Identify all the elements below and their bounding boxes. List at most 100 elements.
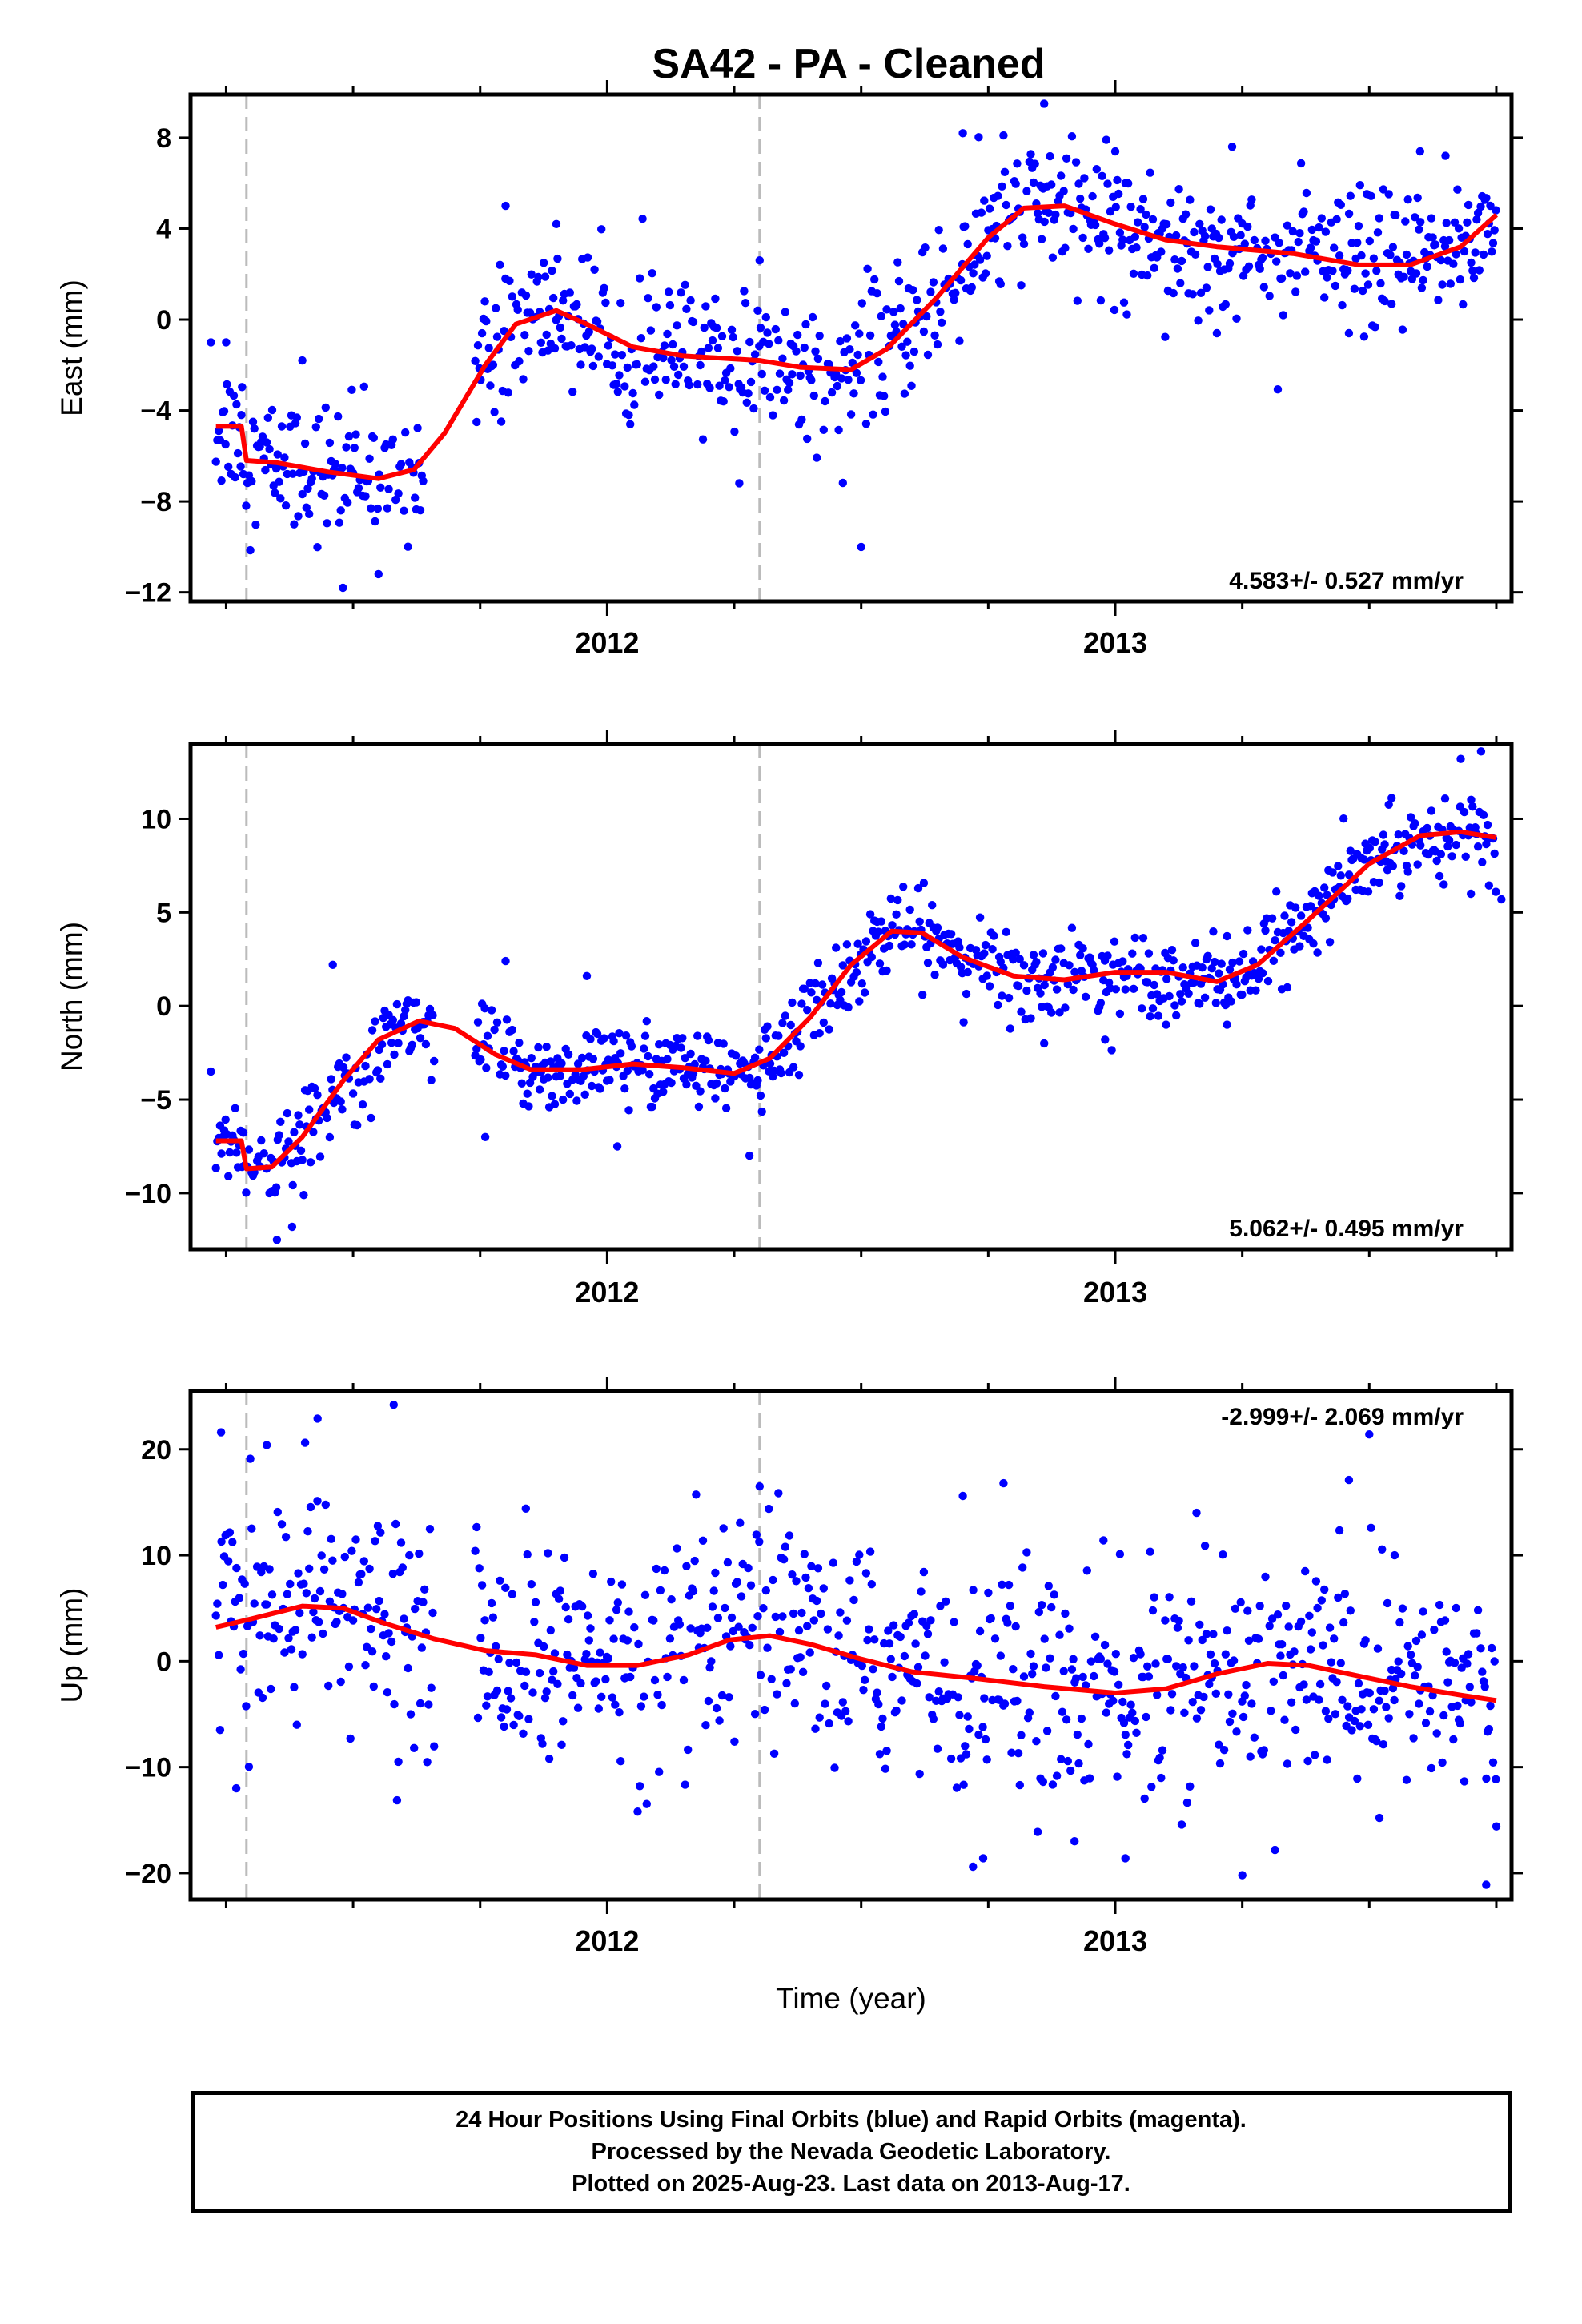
north-point-224	[592, 1029, 602, 1039]
east-point-694	[1299, 207, 1308, 216]
up-point-546	[1063, 1756, 1073, 1766]
east-point-751	[1384, 190, 1393, 199]
north-point-32	[259, 1149, 268, 1158]
north-point-693	[1296, 911, 1306, 920]
up-point-207	[556, 1586, 564, 1595]
up-point-564	[1090, 1632, 1100, 1641]
east-point-532	[1059, 187, 1068, 195]
up-point-420	[877, 1722, 886, 1731]
north-outlier-point-10	[1101, 1035, 1110, 1044]
east-point-558	[1098, 171, 1106, 180]
north-point-728	[1346, 846, 1355, 855]
east-point-19	[238, 383, 247, 392]
north-point-473	[963, 967, 972, 977]
east-point-61	[298, 489, 307, 499]
east-point-589	[1143, 271, 1152, 280]
east-point-567	[1111, 203, 1121, 211]
north-point-381	[826, 999, 835, 1008]
east-point-277	[673, 321, 681, 330]
up-point-267	[649, 1616, 658, 1625]
up-point-167	[496, 1576, 504, 1586]
up-point-301	[701, 1721, 710, 1730]
east-point-660	[1244, 262, 1254, 271]
east-point-825	[1488, 239, 1498, 247]
up-point-292	[689, 1586, 698, 1596]
north-point-200	[556, 1072, 564, 1080]
north-point-541	[1070, 967, 1079, 977]
east-point-369	[811, 347, 820, 356]
up-point-675	[1254, 1634, 1263, 1643]
north-point-257	[640, 1031, 650, 1040]
up-point-454	[925, 1693, 934, 1702]
up-point-317	[725, 1693, 733, 1702]
up-point-91	[346, 1734, 355, 1743]
east-point-796	[1449, 259, 1458, 268]
up-point-665	[1239, 1712, 1248, 1722]
north-point-530	[1051, 955, 1060, 964]
east-point-351	[785, 378, 794, 388]
east-point-713	[1330, 243, 1339, 252]
north-point-710	[1321, 914, 1331, 923]
east-point-575	[1122, 310, 1131, 319]
north-point-380	[825, 1025, 833, 1034]
east-point-506	[1019, 239, 1029, 248]
up-point-556	[1078, 1672, 1087, 1682]
north-outlier-point-1	[272, 1236, 282, 1244]
east-point-737	[1363, 280, 1373, 289]
up-point-424	[882, 1747, 891, 1755]
up-point-819	[1465, 1683, 1475, 1691]
x-axis-label: Time (year)	[776, 1982, 926, 2015]
up-point-344	[765, 1504, 773, 1514]
up-point-398	[844, 1717, 853, 1726]
north-point-133	[416, 1034, 425, 1043]
east-outlier-point-2	[237, 411, 246, 420]
north-point-351	[777, 1068, 785, 1078]
up-point-594	[1132, 1728, 1141, 1737]
east-point-785	[1431, 240, 1440, 249]
east-point-730	[1354, 222, 1363, 231]
east-point-76	[319, 491, 329, 500]
up-point-131	[404, 1663, 412, 1673]
north-point-603	[1165, 991, 1174, 1001]
north-point-484	[981, 940, 990, 950]
up-point-165	[492, 1686, 502, 1695]
east-point-121	[388, 435, 397, 444]
east-point-537	[1067, 132, 1077, 141]
east-point-98	[351, 430, 360, 439]
east-point-322	[740, 287, 749, 296]
north-point-456	[938, 960, 948, 969]
up-point-628	[1182, 1798, 1192, 1807]
up-point-471	[952, 1783, 962, 1792]
up-point-728	[1332, 1678, 1341, 1687]
north-point-442	[918, 991, 927, 999]
east-point-331	[753, 306, 762, 315]
east-point-569	[1114, 189, 1123, 199]
up-point-714	[1313, 1603, 1322, 1613]
east-point-762	[1399, 272, 1408, 281]
up-point-222	[576, 1679, 585, 1688]
up-point-110	[373, 1522, 383, 1530]
north-point-810	[1473, 842, 1483, 851]
east-point-405	[869, 410, 877, 419]
up-point-590	[1126, 1700, 1135, 1709]
up-point-48	[284, 1634, 293, 1642]
up-point-501	[998, 1580, 1006, 1590]
north-point-290	[686, 1049, 695, 1059]
north-point-499	[1006, 1024, 1015, 1033]
up-point-659	[1228, 1709, 1237, 1718]
up-point-198	[544, 1549, 552, 1558]
north-point-97	[361, 1061, 370, 1071]
north-point-270	[659, 1088, 668, 1096]
up-point-383	[821, 1699, 829, 1708]
up-point-238	[601, 1675, 610, 1684]
up-point-246	[612, 1606, 621, 1614]
north-point-745	[1371, 838, 1379, 846]
east-point-495	[1003, 242, 1012, 251]
east-point-292	[696, 360, 705, 370]
north-point-817	[1484, 881, 1494, 890]
up-point-409	[861, 1569, 871, 1578]
north-point-591	[1148, 1004, 1158, 1013]
up-point-392	[836, 1608, 845, 1617]
east-point-418	[889, 308, 898, 316]
